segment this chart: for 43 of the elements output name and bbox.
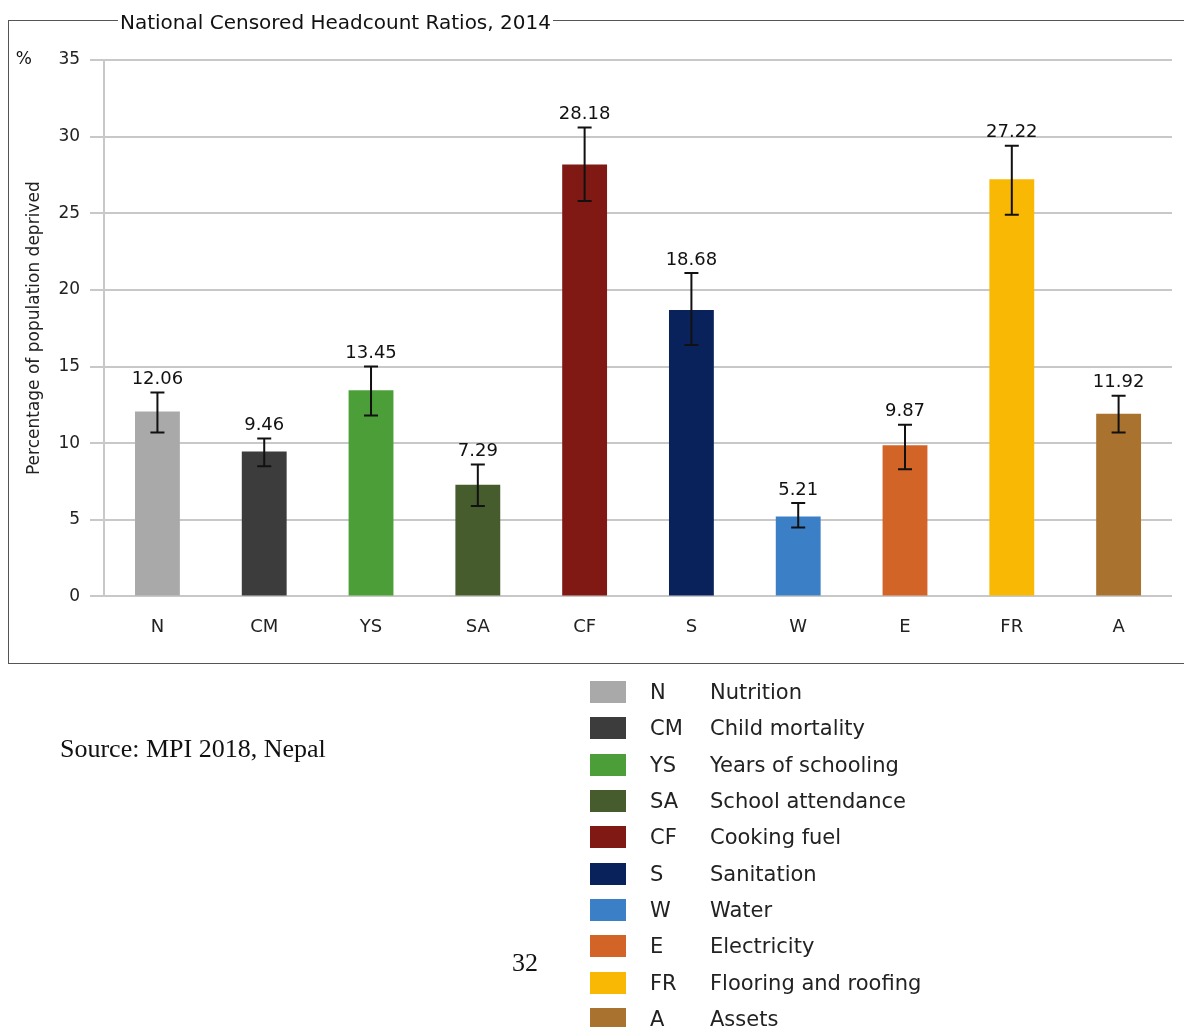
y-tick-label: 0 bbox=[69, 584, 81, 605]
x-tick-label: S bbox=[685, 614, 698, 636]
data-label: 27.22 bbox=[986, 120, 1038, 142]
legend-label: N Nutrition bbox=[650, 680, 802, 705]
legend-label: CM Child mortality bbox=[650, 716, 866, 741]
x-tick-label: A bbox=[1112, 614, 1126, 636]
legend-label: YS Years of schooling bbox=[650, 752, 899, 777]
legend-label: E Electricity bbox=[650, 934, 815, 959]
data-label: 9.87 bbox=[884, 399, 926, 421]
legend-label: CF Cooking fuel bbox=[650, 825, 842, 850]
text: 32 bbox=[512, 948, 538, 978]
x-tick-label: SA bbox=[465, 614, 491, 636]
y-tick-label: 15 bbox=[58, 354, 81, 375]
y-tick-label: 30 bbox=[58, 125, 81, 146]
y-tick-label: 25 bbox=[58, 201, 81, 222]
source-note: Source: MPI 2018, Nepal bbox=[60, 734, 326, 764]
y-tick-label: 10 bbox=[58, 431, 81, 452]
x-tick-label: CF bbox=[573, 614, 597, 636]
y-axis-title: Percentage of population deprived bbox=[22, 181, 43, 476]
legend-label: FR Flooring and roofing bbox=[650, 970, 922, 995]
x-tick-label: W bbox=[789, 614, 808, 636]
legend-label: SA School attendance bbox=[650, 789, 906, 814]
data-label: 7.29 bbox=[457, 439, 498, 461]
y-tick-label: 20 bbox=[58, 278, 81, 299]
data-label: 9.46 bbox=[244, 413, 285, 435]
x-tick-label: CM bbox=[250, 614, 279, 636]
y-tick-label: 35 bbox=[58, 48, 81, 69]
data-label: 5.21 bbox=[778, 477, 819, 499]
legend-label: A Assets bbox=[650, 1006, 779, 1027]
x-tick-label: FR bbox=[1000, 614, 1024, 636]
x-tick-label: N bbox=[150, 614, 165, 636]
text: % bbox=[15, 48, 32, 69]
data-label: 13.45 bbox=[345, 341, 397, 363]
data-label: 28.18 bbox=[558, 102, 611, 124]
legend-label: W Water bbox=[650, 897, 773, 922]
chart-title: National Censored Headcount Ratios, 2014 bbox=[118, 10, 553, 34]
x-tick-label: E bbox=[899, 614, 911, 636]
y-tick-label: 5 bbox=[69, 508, 81, 529]
data-label: 11.92 bbox=[1092, 370, 1145, 392]
data-label: 18.68 bbox=[665, 247, 718, 269]
x-tick-label: YS bbox=[358, 614, 383, 636]
legend-label: S Sanitation bbox=[650, 861, 817, 886]
data-label: 12.06 bbox=[131, 367, 184, 389]
